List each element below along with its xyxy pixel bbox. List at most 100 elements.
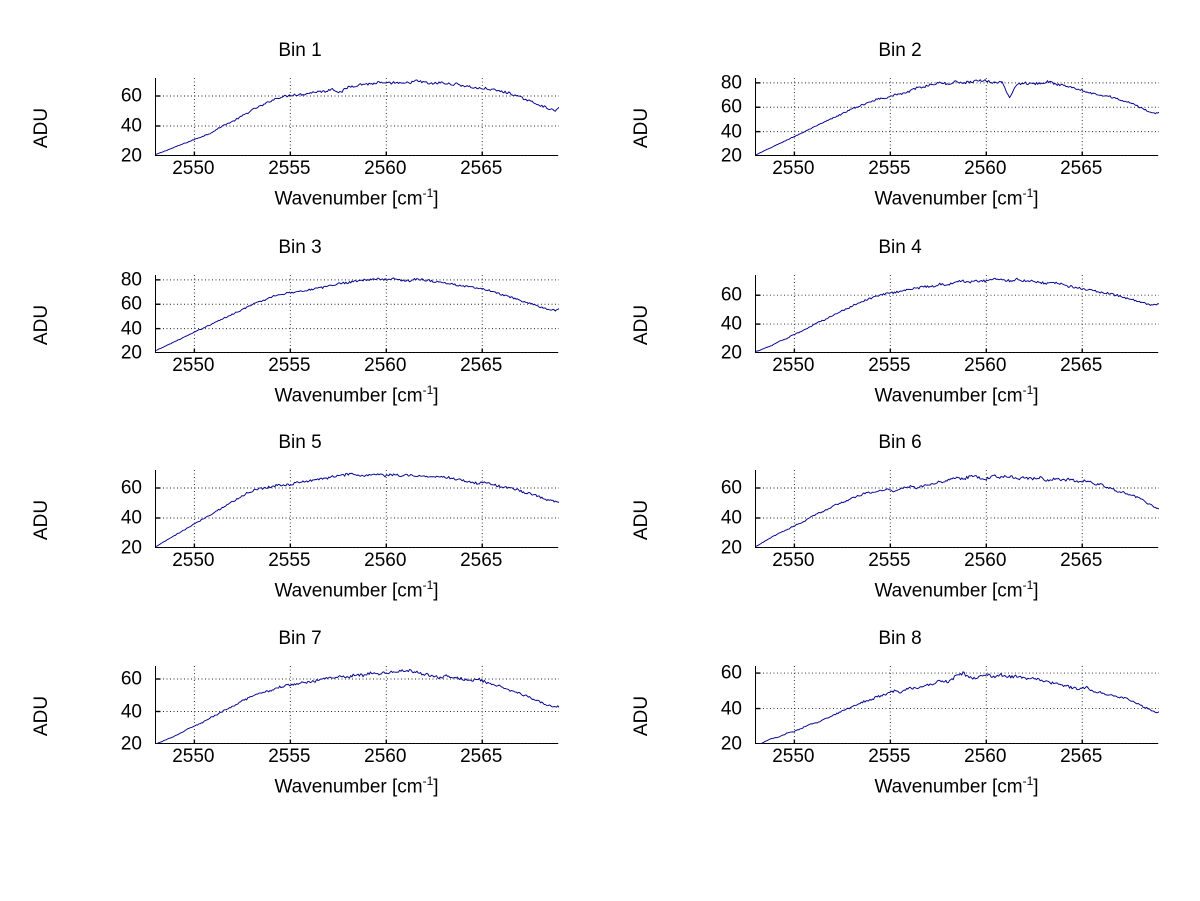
y-tick-label: 20 bbox=[120, 537, 142, 559]
panel-title: Bin 3 bbox=[278, 237, 322, 258]
panel-bin-2: Bin 2 ADU 20 40 60 80 2550 2555 2560 2565 Wavenumb… bbox=[600, 40, 1200, 235]
y-tick-label: 20 bbox=[720, 733, 742, 755]
x-axis-label: Wavenumber [cm-1] bbox=[155, 383, 558, 407]
x-axis-label-exponent: -1 bbox=[1022, 186, 1034, 200]
y-tick-labels: 20 40 60 bbox=[0, 666, 150, 754]
x-axis-label-exponent: -1 bbox=[422, 774, 434, 788]
y-tick-label: 40 bbox=[720, 698, 742, 720]
x-tick-label: 2555 bbox=[268, 158, 311, 179]
x-tick-label: 2565 bbox=[1060, 550, 1103, 571]
panel-title: Bin 4 bbox=[878, 237, 922, 258]
y-tick-label: 80 bbox=[720, 72, 742, 94]
x-tick-label: 2560 bbox=[364, 355, 407, 376]
y-tick-label: 20 bbox=[120, 145, 142, 167]
x-tick-label: 2555 bbox=[268, 550, 311, 571]
y-tick-label: 40 bbox=[120, 507, 142, 529]
y-tick-label: 60 bbox=[720, 662, 742, 684]
x-tick-labels: 2550 2555 2560 2565 bbox=[155, 550, 558, 576]
y-tick-labels: 20 40 60 bbox=[600, 275, 750, 363]
x-tick-label: 2550 bbox=[172, 158, 215, 179]
plot-axes bbox=[755, 666, 1159, 744]
y-tick-labels: 20 40 60 bbox=[600, 470, 750, 558]
x-tick-label: 2565 bbox=[460, 158, 503, 179]
x-tick-label: 2555 bbox=[268, 355, 311, 376]
x-axis-label-main: Wavenumber [cm bbox=[274, 385, 423, 407]
x-tick-label: 2550 bbox=[772, 746, 815, 767]
y-tick-labels: 20 40 60 bbox=[0, 78, 150, 166]
panel-bin-3: Bin 3 ADU 20 40 60 80 2550 2555 2560 2565 Wavenumb… bbox=[0, 237, 600, 432]
x-tick-labels: 2550 2555 2560 2565 bbox=[155, 158, 558, 184]
x-axis-label-main: Wavenumber [cm bbox=[874, 385, 1023, 407]
x-tick-label: 2560 bbox=[964, 355, 1007, 376]
x-axis-label: Wavenumber [cm-1] bbox=[155, 578, 558, 602]
spectrum-line bbox=[756, 474, 1159, 547]
x-tick-labels: 2550 2555 2560 2565 bbox=[755, 746, 1158, 772]
x-axis-label-tail: ] bbox=[1033, 776, 1039, 798]
x-axis-label-exponent: -1 bbox=[422, 578, 434, 592]
panel-bin-8: Bin 8 ADU 20 40 60 2550 2555 2560 2565 Wavenumber… bbox=[600, 628, 1200, 823]
x-axis-label-main: Wavenumber [cm bbox=[874, 776, 1023, 798]
x-tick-label: 2555 bbox=[868, 746, 911, 767]
x-axis-label: Wavenumber [cm-1] bbox=[755, 186, 1158, 210]
plot-axes bbox=[155, 78, 559, 156]
plot-axes bbox=[755, 275, 1159, 353]
x-tick-label: 2560 bbox=[964, 158, 1007, 179]
x-tick-label: 2555 bbox=[868, 355, 911, 376]
y-tick-label: 60 bbox=[120, 293, 142, 315]
x-axis-label-exponent: -1 bbox=[1022, 383, 1034, 397]
x-axis-label: Wavenumber [cm-1] bbox=[755, 774, 1158, 798]
x-axis-label-exponent: -1 bbox=[1022, 578, 1034, 592]
y-tick-labels: 20 40 60 80 bbox=[600, 73, 750, 165]
panel-title: Bin 2 bbox=[878, 40, 922, 61]
x-tick-labels: 2550 2555 2560 2565 bbox=[155, 355, 558, 381]
x-axis-label: Wavenumber [cm-1] bbox=[755, 578, 1158, 602]
panel-title: Bin 6 bbox=[878, 432, 922, 453]
y-tick-labels: 20 40 60 bbox=[0, 470, 150, 558]
x-axis-label: Wavenumber [cm-1] bbox=[155, 774, 558, 798]
y-tick-label: 80 bbox=[120, 269, 142, 291]
y-tick-label: 40 bbox=[120, 115, 142, 137]
spectrum-line bbox=[756, 277, 1159, 352]
y-tick-label: 60 bbox=[120, 85, 142, 107]
plot-axes bbox=[155, 470, 559, 548]
y-tick-label: 40 bbox=[720, 313, 742, 335]
panel-title: Bin 8 bbox=[878, 628, 922, 649]
y-tick-label: 40 bbox=[120, 318, 142, 340]
x-tick-label: 2550 bbox=[772, 355, 815, 376]
x-tick-label: 2565 bbox=[1060, 746, 1103, 767]
spectrum-line bbox=[758, 671, 1159, 744]
y-tick-label: 60 bbox=[120, 477, 142, 499]
panel-bin-6: Bin 6 ADU 20 40 60 2550 2555 2560 2565 Wavenumber… bbox=[600, 432, 1200, 627]
x-tick-label: 2565 bbox=[1060, 158, 1103, 179]
x-axis-label-tail: ] bbox=[433, 188, 439, 210]
y-tick-label: 40 bbox=[120, 701, 142, 722]
x-tick-label: 2555 bbox=[868, 550, 911, 571]
x-tick-label: 2560 bbox=[364, 550, 407, 571]
x-tick-label: 2565 bbox=[1060, 355, 1103, 376]
y-tick-label: 60 bbox=[720, 477, 742, 499]
x-axis-label-main: Wavenumber [cm bbox=[274, 188, 423, 210]
plot-axes bbox=[755, 78, 1159, 156]
y-tick-label: 20 bbox=[120, 733, 142, 755]
x-tick-labels: 2550 2555 2560 2565 bbox=[755, 550, 1158, 576]
x-tick-labels: 2550 2555 2560 2565 bbox=[755, 158, 1158, 184]
x-tick-labels: 2550 2555 2560 2565 bbox=[755, 355, 1158, 381]
spectrum-line bbox=[156, 79, 559, 155]
panel-title: Bin 5 bbox=[278, 432, 322, 453]
x-tick-label: 2550 bbox=[172, 550, 215, 571]
x-axis-label-tail: ] bbox=[1033, 580, 1039, 602]
y-tick-label: 20 bbox=[720, 145, 742, 167]
x-tick-label: 2555 bbox=[868, 158, 911, 179]
plot-axes bbox=[155, 275, 559, 353]
x-axis-label-tail: ] bbox=[433, 385, 439, 407]
plot-axes bbox=[155, 666, 559, 744]
x-axis-label: Wavenumber [cm-1] bbox=[155, 186, 558, 210]
spectrum-line bbox=[756, 79, 1159, 156]
panel-bin-1: Bin 1 ADU 20 40 60 2550 2555 2560 2565 Wavenumber… bbox=[0, 40, 600, 235]
x-tick-label: 2560 bbox=[964, 746, 1007, 767]
y-tick-label: 20 bbox=[120, 342, 142, 364]
x-axis-label-tail: ] bbox=[1033, 188, 1039, 210]
x-axis-label-main: Wavenumber [cm bbox=[874, 580, 1023, 602]
spectrum-line bbox=[156, 668, 559, 744]
panel-title: Bin 1 bbox=[278, 40, 322, 61]
